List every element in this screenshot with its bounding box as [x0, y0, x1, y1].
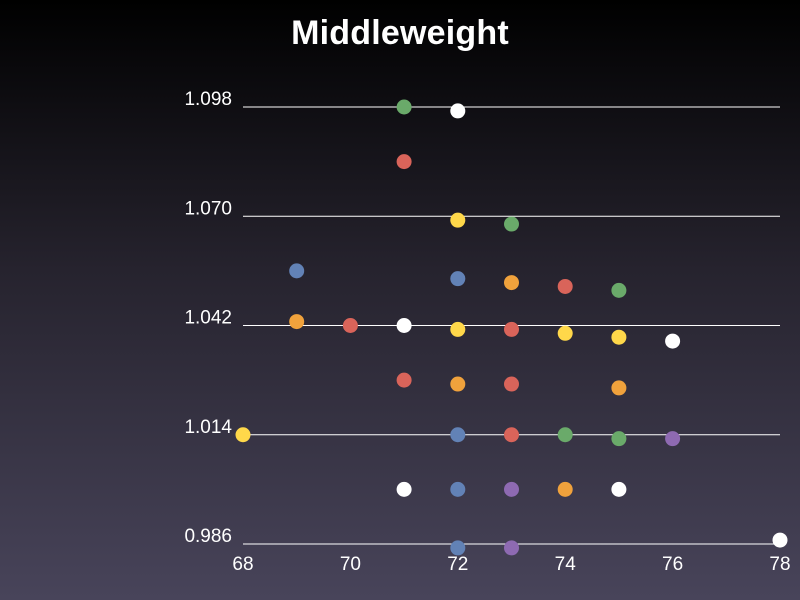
data-point — [665, 333, 681, 349]
x-tick-label: 72 — [447, 554, 468, 575]
data-point — [504, 427, 519, 443]
data-point — [557, 278, 573, 294]
data-point — [396, 481, 412, 497]
y-tick-labels: 0.986 1.014 1.042 1.070 1.098 — [184, 89, 232, 547]
data-point — [450, 103, 466, 119]
data-point — [611, 380, 627, 396]
x-tick-labels: 68 70 72 74 76 78 — [232, 554, 790, 575]
y-tick-label: 1.042 — [184, 308, 232, 329]
data-point — [450, 212, 466, 228]
data-point — [504, 540, 519, 556]
data-point — [772, 532, 788, 548]
data-point — [504, 216, 519, 232]
x-tick-label: 70 — [340, 554, 361, 575]
data-point — [504, 275, 519, 291]
y-tick-label: 1.098 — [184, 89, 232, 110]
x-tick-label: 68 — [232, 554, 253, 575]
data-point — [342, 318, 358, 333]
data-point — [450, 540, 466, 556]
data-point — [504, 481, 519, 497]
data-point — [611, 282, 627, 298]
data-point — [396, 372, 412, 388]
data-points — [235, 99, 788, 556]
y-tick-label: 1.070 — [184, 198, 232, 219]
x-tick-label: 74 — [555, 554, 577, 575]
data-point — [450, 376, 466, 392]
data-point — [611, 431, 627, 447]
chart-title: Middleweight — [291, 14, 509, 52]
data-point — [450, 481, 466, 497]
data-point — [450, 427, 466, 443]
data-point — [235, 427, 251, 443]
data-point — [665, 431, 681, 447]
y-tick-label: 0.986 — [184, 526, 232, 547]
data-point — [557, 427, 573, 443]
x-tick-label: 78 — [769, 554, 790, 575]
data-point — [557, 481, 573, 497]
data-point — [289, 314, 305, 330]
data-point — [396, 318, 412, 333]
x-tick-label: 76 — [662, 554, 683, 575]
data-point — [289, 263, 305, 279]
data-point — [396, 154, 412, 170]
data-point — [504, 376, 519, 392]
data-point — [611, 329, 627, 345]
y-tick-label: 1.014 — [184, 417, 232, 438]
data-point — [557, 325, 573, 341]
data-point — [396, 99, 412, 115]
data-point — [611, 481, 627, 497]
data-point — [450, 271, 466, 287]
data-point — [504, 321, 519, 337]
data-point — [450, 321, 466, 337]
